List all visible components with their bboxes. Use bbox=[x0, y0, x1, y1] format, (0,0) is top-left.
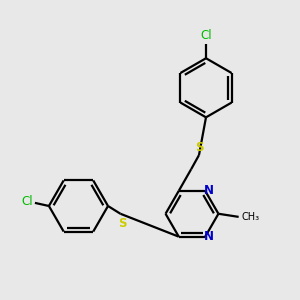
Text: S: S bbox=[195, 140, 203, 154]
Text: CH₃: CH₃ bbox=[241, 212, 259, 222]
Text: Cl: Cl bbox=[200, 29, 212, 42]
Text: N: N bbox=[204, 184, 214, 197]
Text: S: S bbox=[118, 217, 126, 230]
Text: Cl: Cl bbox=[21, 195, 33, 208]
Text: N: N bbox=[204, 230, 214, 243]
